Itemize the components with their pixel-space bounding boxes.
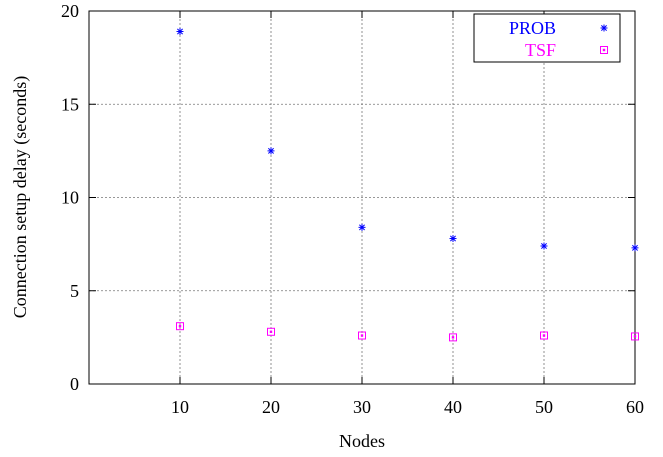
data-point-prob xyxy=(631,244,639,252)
y-tick-label: 0 xyxy=(70,374,79,394)
marks xyxy=(176,28,639,342)
data-point-prob xyxy=(449,235,457,243)
data-point-tsf xyxy=(449,333,457,342)
y-axis-title: Connection setup delay (seconds) xyxy=(10,76,31,318)
legend-label-tsf: TSF xyxy=(525,40,556,60)
legend-label-prob: PROB xyxy=(509,18,556,38)
legend-box xyxy=(473,13,621,63)
grid xyxy=(89,11,635,384)
data-point-tsf xyxy=(176,322,184,331)
tick-labels: 0 5 10 15 20 10 20 30 40 50 60 xyxy=(61,1,644,417)
x-axis-title: Nodes xyxy=(339,431,385,451)
legend-marker-icon-prob xyxy=(600,24,608,32)
legend-marker-prob xyxy=(600,24,608,32)
legend-marker-icon-tsf xyxy=(600,46,608,54)
y-tick-label: 15 xyxy=(61,94,79,114)
x-tick-label: 60 xyxy=(626,397,644,417)
y-tick-label: 5 xyxy=(70,281,79,301)
y-tick-label: 20 xyxy=(61,1,79,21)
x-tick-label: 10 xyxy=(171,397,189,417)
data-point-prob xyxy=(176,28,184,36)
data-point-tsf xyxy=(267,327,275,336)
data-point-tsf xyxy=(358,331,366,340)
x-tick-label: 50 xyxy=(535,397,553,417)
x-tick-label: 30 xyxy=(353,397,371,417)
data-point-prob xyxy=(358,223,366,231)
x-tick-label: 20 xyxy=(262,397,280,417)
y-tick-label: 10 xyxy=(61,188,79,208)
data-point-prob xyxy=(540,242,548,250)
legend: PROB TSF xyxy=(473,13,621,63)
data-point-tsf xyxy=(631,332,639,341)
data-point-prob xyxy=(267,147,275,155)
x-tick-label: 40 xyxy=(444,397,462,417)
legend-marker-tsf xyxy=(600,46,608,54)
data-point-tsf xyxy=(540,331,548,340)
